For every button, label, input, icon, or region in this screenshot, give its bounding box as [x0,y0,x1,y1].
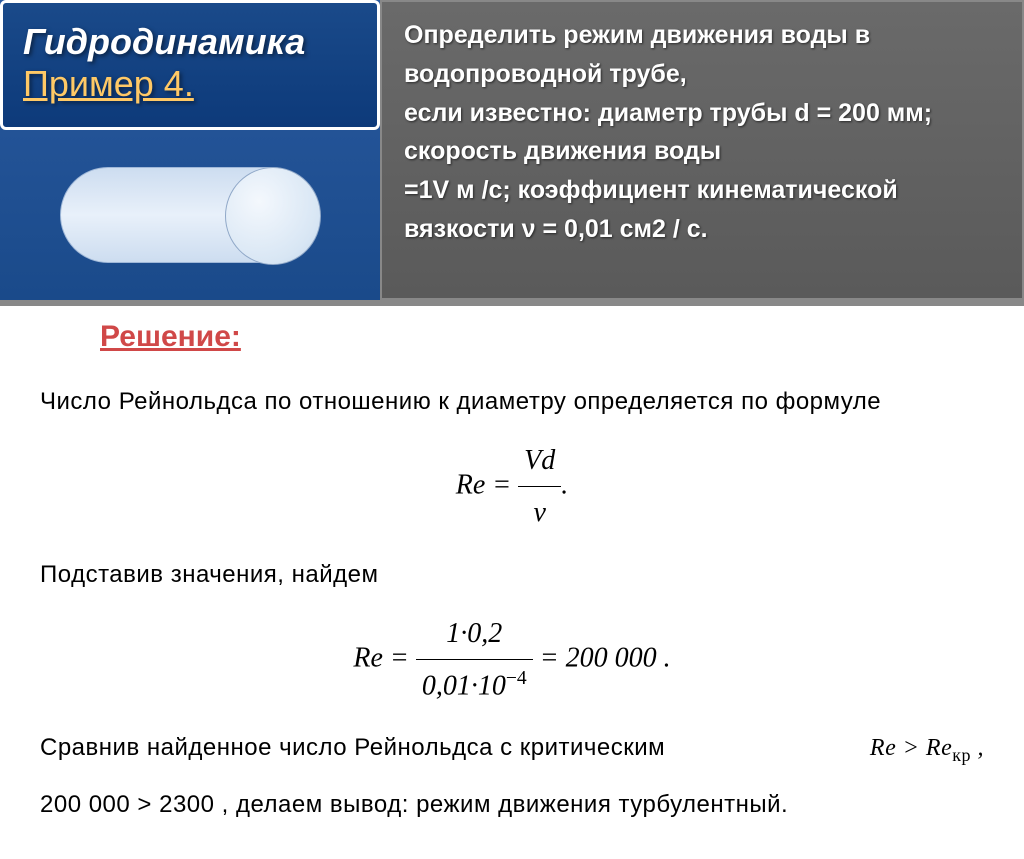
formula2-rhs: = 200 000 . [540,642,671,673]
pipe-shape [60,167,320,263]
formula1-fraction: Vd ν [518,437,561,537]
reynolds-comparison: Re > Reкр , [870,728,984,770]
slide: Гидродинамика Пример 4. Определить режим… [0,0,1024,767]
formula1-den: ν [518,487,561,537]
formula2-num: 1·0,2 [416,610,533,661]
formula2-den-sup: −4 [506,668,527,689]
formula2-fraction: 1·0,2 0,01·10−4 [416,610,533,711]
formula2-lhs: Re [353,642,383,673]
top-section: Гидродинамика Пример 4. Определить режим… [0,0,1024,300]
solution-text-4: 200 000 > 2300 , делаем вывод: режим дви… [40,785,984,826]
solution-text-1: Число Рейнольдса по отношению к диаметру… [40,382,984,423]
pipe-end-circle [225,167,321,265]
formula1-tail: . [561,469,568,500]
pipe-diagram-area [0,130,380,300]
solution-label: Решение: [100,320,984,354]
title-box: Гидродинамика Пример 4. [0,0,380,130]
problem-line-3: =1V м /с; коэффициент кинематической вяз… [404,171,1000,249]
solution-text-2: Подставив значения, найдем [40,555,984,596]
problem-line-2: если известно: диаметр трубы d = 200 мм;… [404,94,1000,172]
left-column: Гидродинамика Пример 4. [0,0,380,300]
formula-reynolds-definition: Re = Vd ν . [40,437,984,537]
title-main: Гидродинамика [23,21,357,63]
formula1-eq: = [492,469,511,500]
formula1-num: Vd [518,437,561,488]
formula2-eq: = [390,642,409,673]
solution-text-3: Сравнив найденное число Рейнольдса с кри… [40,728,984,770]
solution-section: Решение: Число Рейнольдса по отношению к… [0,306,1024,859]
formula2-den: 0,01·10−4 [416,660,533,710]
problem-line-1: Определить режим движения воды в водопро… [404,16,1000,94]
title-subtitle: Пример 4. [23,63,357,105]
solution-text-3a: Сравнив найденное число Рейнольдса с кри… [40,728,665,769]
solution-body: Число Рейнольдса по отношению к диаметру… [40,382,984,825]
formula-reynolds-value: Re = 1·0,2 0,01·10−4 = 200 000 . [40,610,984,711]
formula1-lhs: Re [456,469,486,500]
problem-statement: Определить режим движения воды в водопро… [380,0,1024,300]
